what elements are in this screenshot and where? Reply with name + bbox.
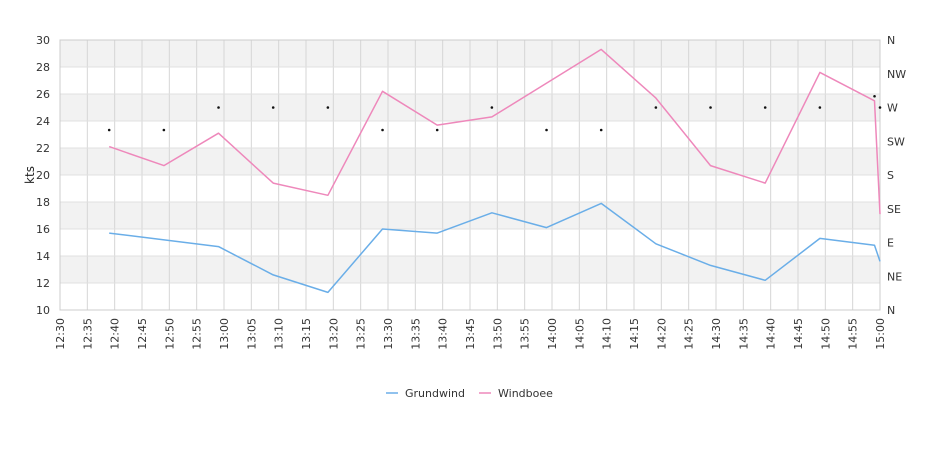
- direction-marker: [763, 106, 767, 109]
- plot-frame: [59, 39, 881, 311]
- x-tick-label: 14:25: [683, 318, 696, 350]
- y-tick-label: 26: [36, 88, 50, 101]
- x-tick-label: 13:10: [273, 318, 286, 350]
- right-axis-label: SW: [887, 135, 905, 148]
- right-axis-label: NW: [887, 68, 906, 81]
- x-tick-label: 13:00: [218, 318, 231, 350]
- x-tick-label: 15:00: [874, 318, 887, 350]
- x-tick-label: 13:25: [355, 318, 368, 350]
- right-axis-label: NE: [887, 270, 902, 283]
- y-tick-label: 28: [36, 61, 50, 74]
- x-tick-label: 14:45: [792, 318, 805, 350]
- x-tick-label: 12:50: [163, 318, 176, 350]
- y-tick-label: 24: [36, 115, 50, 128]
- x-tick-label: 14:40: [765, 318, 778, 350]
- direction-marker: [873, 94, 876, 98]
- direction-marker: [217, 106, 220, 109]
- x-tick-label: 13:40: [437, 318, 450, 350]
- right-axis-label: W: [887, 102, 898, 115]
- x-tick-label: 12:40: [109, 318, 122, 350]
- y-tick-label: 20: [36, 169, 50, 182]
- direction-marker: [878, 106, 882, 109]
- x-tick-label: 14:05: [573, 318, 586, 350]
- right-axis-label: N: [887, 304, 895, 317]
- x-tick-label: 12:30: [54, 318, 67, 350]
- y-tick-label: 14: [36, 250, 50, 263]
- right-axis-label: SE: [887, 203, 901, 216]
- legend-label: Windboee: [498, 387, 553, 400]
- right-axis-label: E: [887, 237, 894, 250]
- series-line-windboee: [108, 48, 881, 215]
- y-tick-label: 22: [36, 142, 50, 155]
- y-axis-title: kts: [23, 166, 37, 184]
- direction-marker: [326, 106, 330, 109]
- y-tick-label: 18: [36, 196, 50, 209]
- x-tick-label: 14:20: [655, 318, 668, 350]
- x-tick-label: 13:20: [327, 318, 340, 350]
- series-lines: [108, 48, 881, 294]
- right-axis-label: S: [887, 169, 894, 182]
- direction-marker: [709, 106, 712, 109]
- x-tick-label: 13:15: [300, 318, 313, 350]
- right-axis-ticks: N NE E SE S SW W NW N: [887, 34, 906, 317]
- x-tick-label: 14:00: [546, 318, 559, 350]
- x-tick-label: 13:55: [519, 318, 532, 350]
- x-tick-label: 14:15: [628, 318, 641, 350]
- x-tick-label: 14:30: [710, 318, 723, 350]
- x-tick-label: 12:45: [136, 318, 149, 350]
- direction-marker: [545, 128, 548, 132]
- x-tick-label: 12:55: [191, 318, 204, 350]
- x-tick-label: 14:50: [819, 318, 832, 350]
- y-tick-label: 10: [36, 304, 50, 317]
- x-tick-label: 12:35: [81, 318, 94, 350]
- legend: Grundwind Windboee: [386, 387, 553, 400]
- direction-marker: [381, 128, 384, 132]
- y-tick-label: 30: [36, 34, 50, 47]
- direction-marker: [107, 128, 111, 132]
- x-tick-label: 14:35: [737, 318, 750, 350]
- direction-marker: [654, 106, 658, 109]
- x-tick-label: 14:55: [847, 318, 860, 350]
- left-axis-ticks: 10 12 14 16 18 20 22 24 26 28 30: [36, 34, 50, 317]
- direction-markers: [107, 94, 882, 132]
- x-tick-label: 13:35: [409, 318, 422, 350]
- y-tick-label: 12: [36, 277, 50, 290]
- x-tick-label: 13:50: [491, 318, 504, 350]
- x-tick-label: 13:05: [245, 318, 258, 350]
- x-tick-label: 13:30: [382, 318, 395, 350]
- direction-marker: [490, 106, 494, 109]
- direction-marker: [435, 128, 439, 132]
- right-axis-label: N: [887, 34, 895, 47]
- series-line-grundwind: [109, 202, 881, 294]
- x-tick-label: 13:45: [464, 318, 477, 350]
- direction-marker: [271, 106, 275, 109]
- direction-marker: [818, 106, 822, 109]
- x-axis-ticks: 12:30 12:35 12:40 12:45 12:50 12:55 13:00 13:05…: [54, 318, 887, 350]
- x-tick-label: 14:10: [601, 318, 614, 350]
- direction-marker: [162, 128, 166, 132]
- legend-label: Grundwind: [405, 387, 465, 400]
- direction-marker: [599, 128, 603, 132]
- y-tick-label: 16: [36, 223, 50, 236]
